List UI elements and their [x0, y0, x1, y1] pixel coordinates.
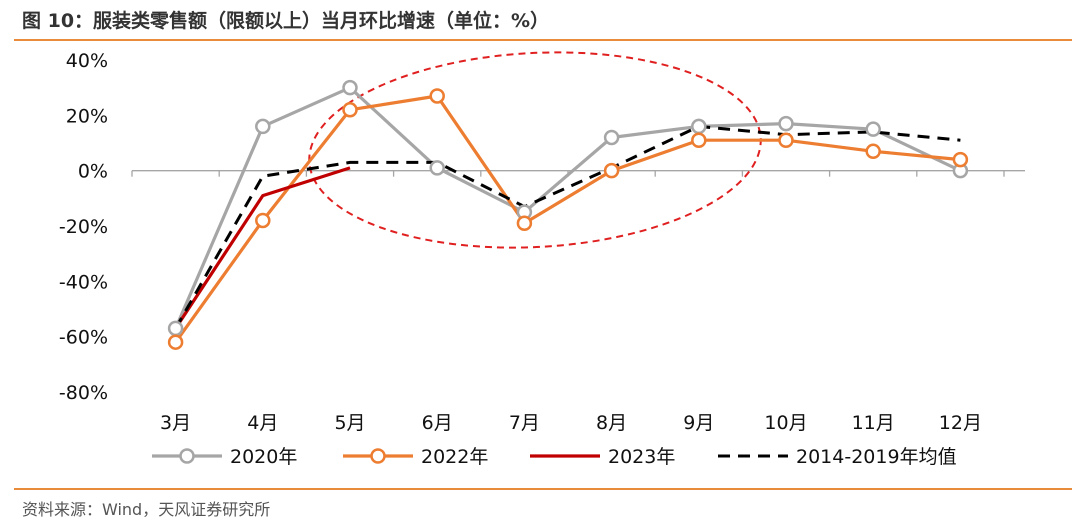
data-point — [255, 212, 271, 229]
data-point — [603, 162, 620, 179]
legend-marker — [179, 448, 195, 464]
data-point — [865, 121, 881, 137]
y-tick-label: 0% — [78, 161, 108, 183]
x-tick-label: 7月 — [509, 412, 540, 434]
x-tick-label: 8月 — [596, 412, 627, 434]
data-point — [255, 118, 271, 135]
data-point — [691, 132, 707, 148]
data-point — [516, 215, 533, 231]
data-point — [691, 118, 707, 135]
data-point — [865, 143, 881, 160]
legend-label: 2020年 — [230, 446, 297, 468]
data-point — [603, 129, 620, 146]
data-point — [429, 160, 445, 176]
title-rule — [14, 39, 1072, 41]
x-tick-label: 12月 — [939, 412, 982, 434]
line-chart: 40% 20% 0% -20% -40% -60% -80% 3月 4月 5月 6月 7月 8月 9月 10… — [59, 50, 1025, 468]
data-point — [778, 115, 794, 132]
data-point — [342, 102, 358, 118]
y-tick-label: -40% — [59, 271, 108, 293]
series-line — [174, 94, 961, 344]
series-line — [174, 86, 962, 330]
y-tick-label: 20% — [66, 105, 108, 127]
data-point — [342, 79, 358, 96]
source-note: 资料来源：Wind，天风证券研究所 — [22, 500, 271, 519]
y-tick-label: -20% — [59, 216, 108, 238]
legend-label: 2023年 — [608, 446, 675, 468]
legend-label: 2014-2019年均值 — [796, 446, 957, 468]
x-tick-label: 10月 — [764, 412, 807, 434]
data-point — [167, 334, 184, 350]
x-tick-label: 5月 — [334, 412, 365, 434]
y-tick-label: -80% — [59, 382, 108, 404]
data-point — [167, 320, 184, 337]
data-point — [778, 132, 794, 148]
source-rule — [14, 488, 1072, 490]
x-tick-label: 3月 — [160, 412, 191, 434]
legend-label: 2022年 — [421, 446, 488, 468]
x-tick-label: 9月 — [683, 412, 714, 434]
x-tick-label: 6月 — [422, 412, 453, 434]
y-tick-label: 40% — [66, 50, 108, 72]
x-tick-label: 11月 — [852, 412, 895, 434]
highlight-ellipse — [308, 51, 762, 249]
y-tick-label: -60% — [59, 327, 108, 349]
series-line — [174, 124, 961, 330]
data-point — [429, 88, 445, 104]
chart-title: 图 10：服装类零售额（限额以上）当月环比增速（单位：%） — [22, 10, 550, 32]
data-point — [952, 151, 969, 168]
legend-marker — [370, 448, 386, 464]
series-line — [174, 166, 351, 330]
x-tick-label: 4月 — [247, 412, 278, 434]
